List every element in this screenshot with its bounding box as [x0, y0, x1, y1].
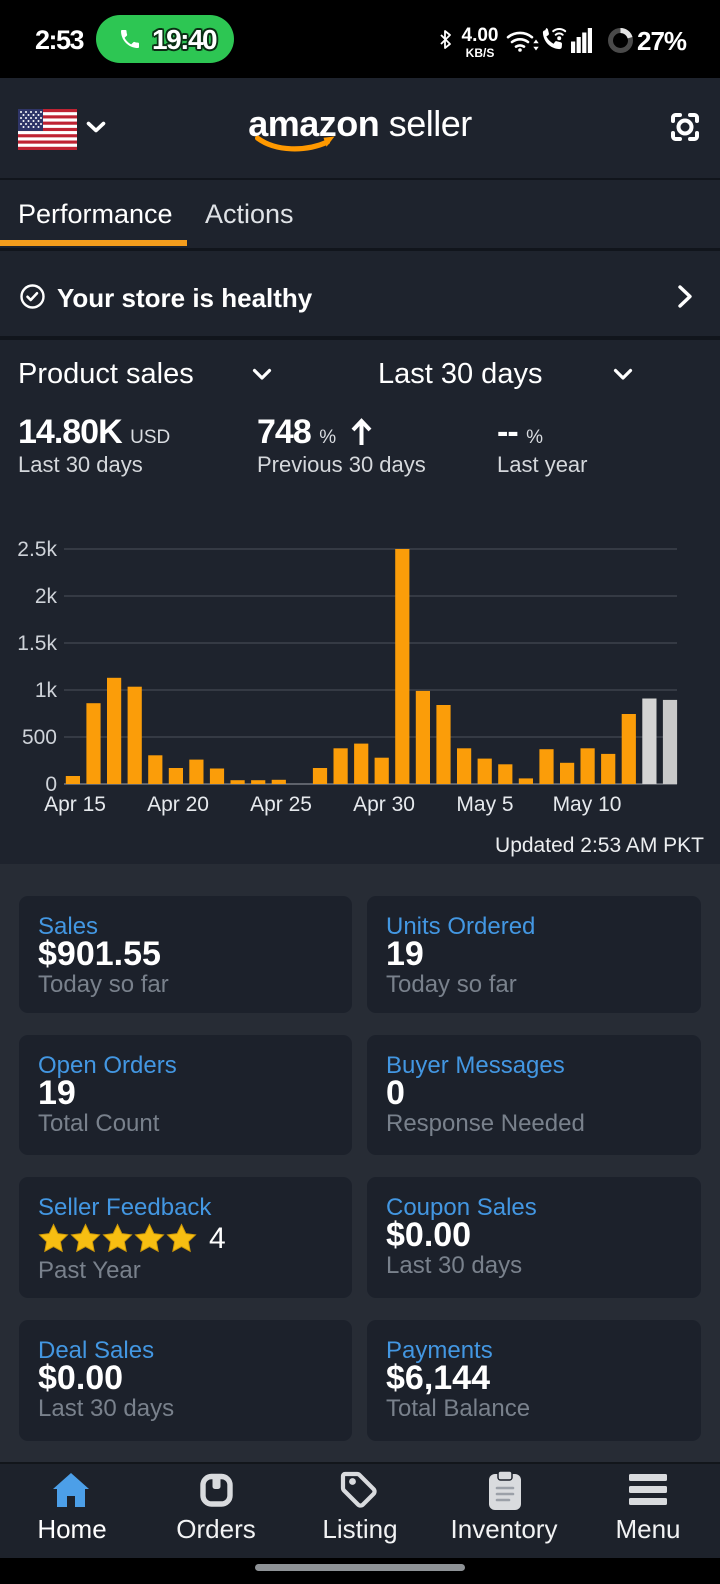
svg-text:Apr 15: Apr 15	[44, 793, 106, 816]
svg-text:0: 0	[45, 773, 57, 796]
svg-text:1.5k: 1.5k	[17, 632, 57, 655]
svg-text:Apr 25: Apr 25	[250, 793, 312, 816]
svg-text:1k: 1k	[35, 679, 58, 702]
svg-text:Apr 30: Apr 30	[353, 793, 415, 816]
svg-text:2k: 2k	[35, 585, 58, 608]
svg-text:Apr 20: Apr 20	[147, 793, 209, 816]
svg-text:2.5k: 2.5k	[17, 538, 57, 561]
svg-text:May 5: May 5	[456, 793, 513, 816]
svg-text:May 10: May 10	[553, 793, 622, 816]
svg-text:500: 500	[22, 726, 57, 749]
